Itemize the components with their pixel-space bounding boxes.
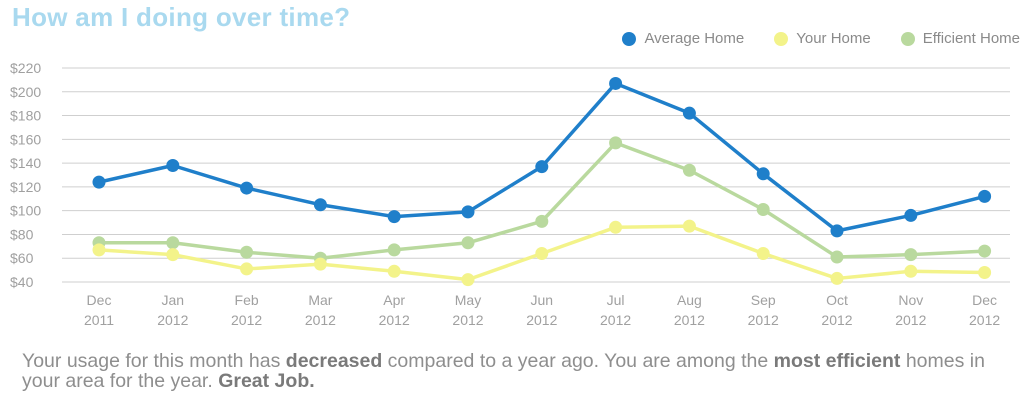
summary-text-3: homes in your area for the year. bbox=[22, 350, 985, 392]
data-point-your-home bbox=[461, 273, 475, 287]
data-point-average-home bbox=[535, 160, 549, 174]
data-point-average-home bbox=[313, 198, 327, 212]
data-point-efficient-home bbox=[904, 248, 918, 262]
legend-dot-efficient-home bbox=[900, 31, 915, 46]
data-point-average-home bbox=[609, 76, 623, 90]
x-tick-label-year: 2012 bbox=[821, 312, 852, 328]
data-point-efficient-home bbox=[609, 136, 623, 150]
y-tick-label: $200 bbox=[10, 84, 41, 100]
data-point-efficient-home bbox=[166, 236, 180, 250]
data-point-your-home bbox=[313, 257, 327, 271]
data-point-your-home bbox=[978, 265, 992, 279]
x-tick-label-month: Oct bbox=[826, 292, 848, 308]
x-tick-label-month: Nov bbox=[898, 292, 923, 308]
legend-item-your-home: Your Home bbox=[774, 30, 871, 47]
x-tick-label-month: Jul bbox=[607, 292, 625, 308]
y-tick-label: $40 bbox=[10, 274, 34, 290]
summary-bold-decreased: decreased bbox=[285, 350, 383, 372]
y-tick-label: $140 bbox=[10, 155, 41, 171]
x-tick-label-month: Dec bbox=[972, 292, 997, 308]
legend-label-average-home: Average Home bbox=[644, 30, 745, 47]
x-tick-label-month: Aug bbox=[677, 292, 702, 308]
chart-title: How am I doing over time? bbox=[12, 2, 351, 32]
y-tick-label: $220 bbox=[10, 60, 41, 76]
data-point-your-home bbox=[535, 246, 549, 260]
x-tick-label-year: 2012 bbox=[674, 312, 705, 328]
x-tick-label-year: 2012 bbox=[526, 312, 557, 328]
data-point-average-home bbox=[904, 208, 918, 222]
data-point-your-home bbox=[609, 220, 623, 234]
data-point-average-home bbox=[756, 167, 770, 181]
x-tick-label-year: 2011 bbox=[84, 312, 114, 328]
x-tick-label-year: 2012 bbox=[895, 312, 926, 328]
x-tick-label-year: 2012 bbox=[379, 312, 410, 328]
summary-text-1: Your usage for this month has bbox=[22, 350, 286, 372]
series-line-average-home bbox=[98, 81, 986, 233]
x-tick-label-year: 2012 bbox=[231, 312, 262, 328]
y-tick-label: $120 bbox=[10, 179, 41, 195]
legend-item-efficient-home: Efficient Home bbox=[900, 30, 1020, 47]
y-tick-label: $60 bbox=[10, 250, 34, 266]
data-point-efficient-home bbox=[240, 245, 254, 259]
y-tick-label: $80 bbox=[10, 226, 34, 242]
x-tick-label-month: Feb bbox=[235, 292, 259, 308]
data-point-your-home bbox=[830, 271, 844, 285]
data-point-efficient-home bbox=[535, 214, 549, 228]
data-point-average-home bbox=[830, 224, 844, 238]
summary-bold-great-job: Great Job. bbox=[218, 370, 315, 392]
data-point-average-home bbox=[166, 158, 180, 172]
x-tick-label-year: 2012 bbox=[157, 312, 188, 328]
chart-legend: Average Home Your Home Efficient Home bbox=[622, 30, 1020, 47]
data-point-your-home bbox=[904, 264, 918, 278]
x-tick-label-month: Jun bbox=[531, 292, 554, 308]
data-point-average-home bbox=[682, 106, 696, 120]
x-tick-label-year: 2012 bbox=[305, 312, 336, 328]
data-point-your-home bbox=[387, 264, 401, 278]
data-point-your-home bbox=[682, 219, 696, 233]
data-point-efficient-home bbox=[682, 163, 696, 177]
x-tick-label-year: 2012 bbox=[748, 312, 779, 328]
data-point-your-home bbox=[756, 246, 770, 260]
x-tick-label-year: 2012 bbox=[600, 312, 631, 328]
line-chart: $220 $200 $180 $160 $140 $120 $100 $80 $60 $40 Dec… bbox=[10, 60, 1010, 328]
data-point-efficient-home bbox=[978, 244, 992, 258]
legend-dot-your-home bbox=[774, 31, 789, 46]
data-point-average-home bbox=[92, 175, 106, 189]
data-point-efficient-home bbox=[387, 243, 401, 257]
data-point-your-home bbox=[240, 262, 254, 276]
x-tick-label-month: May bbox=[455, 292, 481, 308]
x-tick-label-month: Dec bbox=[87, 292, 112, 308]
x-tick-label-month: Mar bbox=[308, 292, 332, 308]
legend-item-average-home: Average Home bbox=[622, 30, 744, 47]
x-tick-label-year: 2012 bbox=[452, 312, 483, 328]
summary-message: Your usage for this month has decreased … bbox=[22, 351, 1012, 391]
summary-bold-most-efficient: most efficient bbox=[773, 350, 901, 372]
x-tick-label-month: Sep bbox=[751, 292, 776, 308]
y-tick-label: $180 bbox=[10, 108, 41, 124]
x-tick-label-year: 2012 bbox=[969, 312, 1000, 328]
y-tick-label: $100 bbox=[10, 203, 41, 219]
data-point-efficient-home bbox=[830, 250, 844, 264]
summary-text-2: compared to a year ago. You are among th… bbox=[382, 350, 774, 372]
data-point-efficient-home bbox=[461, 236, 475, 250]
data-point-average-home bbox=[978, 189, 992, 203]
data-point-your-home bbox=[166, 248, 180, 262]
data-point-average-home bbox=[387, 210, 401, 224]
legend-label-your-home: Your Home bbox=[796, 30, 871, 47]
x-tick-label-month: Apr bbox=[383, 292, 405, 308]
x-tick-label-month: Jan bbox=[162, 292, 185, 308]
data-point-average-home bbox=[240, 181, 254, 195]
legend-dot-average-home bbox=[622, 31, 637, 46]
data-point-your-home bbox=[92, 243, 106, 257]
data-point-average-home bbox=[461, 205, 475, 219]
y-tick-label: $160 bbox=[10, 131, 41, 147]
legend-label-efficient-home: Efficient Home bbox=[922, 30, 1020, 47]
data-point-efficient-home bbox=[756, 202, 770, 216]
